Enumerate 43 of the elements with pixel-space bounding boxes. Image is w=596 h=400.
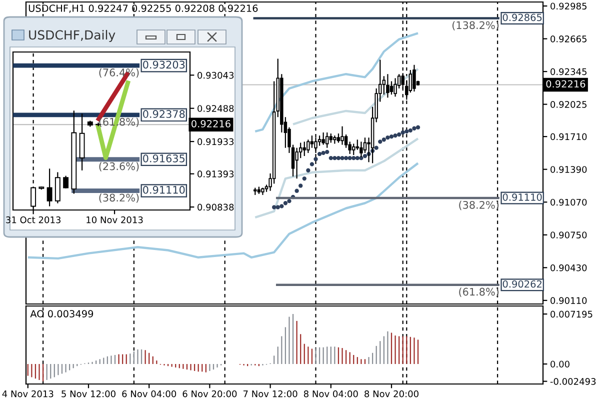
series-label: 0.92378 xyxy=(143,110,185,118)
y-tick-label: 0.007195 xyxy=(550,310,592,318)
chart-title: USDCHF,Daily xyxy=(29,30,116,42)
y-tick-label: 0.00 xyxy=(550,360,570,368)
y-tick-label: -0.002493 xyxy=(550,378,596,385)
y-tick-label: 0.90838 xyxy=(198,204,234,211)
x-tick-label: 7 Nov 12:00 xyxy=(243,390,298,398)
y-tick-label: 0.90750 xyxy=(550,232,587,238)
x-tick-label: 8 Nov 20:00 xyxy=(364,390,418,398)
y-tick-label: 0.93043 xyxy=(198,72,234,79)
x-tick-label: 31 Oct 2013 xyxy=(6,216,60,224)
y-tick-label: 0.90430 xyxy=(550,264,587,272)
y-tick-label: 0.91710 xyxy=(550,133,587,140)
series-label: 0.93203 xyxy=(143,60,185,69)
series-label: 0.91110 xyxy=(143,186,185,194)
y-tick-label: 0.90110 xyxy=(550,297,587,304)
x-tick-label: 8 Nov 04:00 xyxy=(304,390,358,398)
y-tick-label: 0.92665 xyxy=(550,35,586,42)
annotation: (61.8%) xyxy=(459,288,499,297)
y-tick-label: 0.92345 xyxy=(550,68,586,76)
series-label: 0.90262 xyxy=(502,280,542,288)
ref-line-label: 0.92216 xyxy=(546,80,586,88)
y-tick-label: 0.91070 xyxy=(550,198,587,206)
series-label: 0.91635 xyxy=(143,154,185,162)
y-tick-label: 0.91933 xyxy=(198,138,234,146)
x-tick-label: 5 Nov 12:00 xyxy=(62,390,116,398)
annotation: (138.2%) xyxy=(452,21,499,30)
y-tick-label: 0.91390 xyxy=(550,166,587,173)
x-tick-label: 6 Nov 20:00 xyxy=(182,390,237,398)
y-tick-label: 0.91393 xyxy=(198,170,234,178)
annotation: (38.2%) xyxy=(459,200,499,210)
x-tick-label: 4 Nov 2013 xyxy=(2,390,54,398)
x-tick-label: 10 Nov 2013 xyxy=(86,216,143,224)
series-label: 0.91110 xyxy=(502,193,542,201)
ref-line-label: 0.92216 xyxy=(192,120,230,128)
annotation: (38.2%) xyxy=(99,194,139,203)
chart-title: USDCHF,H1 0.92247 0.92255 0.92208 0.92216 xyxy=(28,4,258,13)
x-tick-label: 6 Nov 04:00 xyxy=(122,390,176,398)
y-tick-label: 0.92025 xyxy=(550,101,586,108)
y-tick-label: 0.92985 xyxy=(550,2,586,10)
series-label: 0.92865 xyxy=(502,14,542,22)
y-tick-label: 0.92488 xyxy=(198,105,234,112)
annotation: (23.6%) xyxy=(99,162,139,172)
